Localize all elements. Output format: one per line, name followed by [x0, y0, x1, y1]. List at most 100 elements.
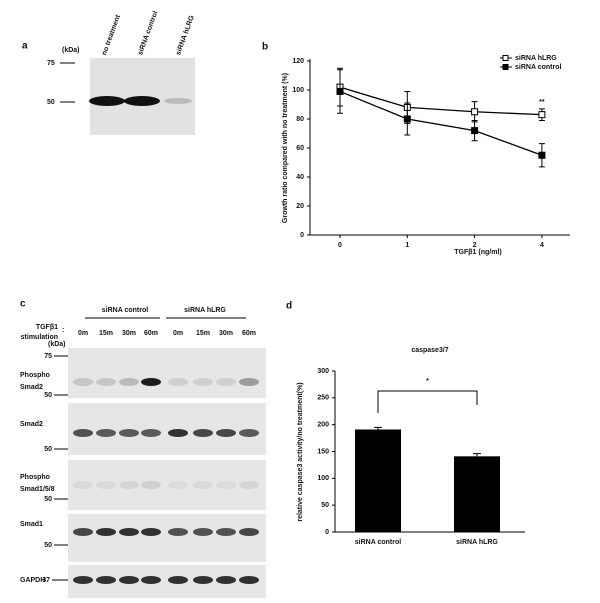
band: [216, 576, 236, 584]
marker-label: 75: [44, 353, 52, 360]
band: [168, 576, 188, 584]
row-label: Phospho: [20, 372, 50, 379]
marker-label: 37: [42, 577, 50, 584]
chart-title: caspase3/7: [411, 347, 448, 354]
y-axis-label: Growth ratio compared with no treatment …: [282, 73, 289, 223]
blot: [68, 348, 266, 398]
row-label: Smad2: [20, 421, 43, 428]
band: [239, 378, 259, 386]
time-label: 30m: [122, 330, 136, 337]
band: [73, 528, 93, 536]
band: [119, 528, 139, 536]
lane-label: siRNA control: [137, 10, 159, 56]
error-bar: [473, 453, 481, 457]
band: [96, 481, 116, 489]
significance-bracket: [377, 390, 478, 413]
band: [141, 429, 161, 437]
time-label: 0m: [173, 330, 183, 337]
series-line: [339, 90, 543, 156]
unit-label: (kDa): [62, 47, 80, 54]
legend-marker: [502, 55, 509, 61]
unit-label: (kDa): [48, 341, 66, 348]
band: [141, 378, 161, 386]
time-label: 15m: [196, 330, 210, 337]
row-label: Smad1: [20, 521, 43, 528]
band: [96, 429, 116, 437]
legend-label: siRNA hLRG: [515, 55, 557, 62]
band: [168, 481, 188, 489]
time-label: 60m: [144, 330, 158, 337]
y-tick-label: 100: [317, 475, 329, 482]
row-label: Smad1/5/8: [20, 486, 55, 493]
y-tick-label: 100: [292, 87, 304, 94]
colon: :: [62, 327, 64, 334]
band: [119, 481, 139, 489]
band: [216, 378, 236, 386]
bar: [454, 456, 500, 532]
marker-label: 50: [44, 542, 52, 549]
blot: [68, 403, 266, 455]
marker-label: 50: [44, 446, 52, 453]
band: [89, 96, 125, 106]
marker-label: 50: [44, 392, 52, 399]
bar: [355, 429, 401, 532]
x-tick-label: 0: [338, 242, 342, 249]
point: [471, 108, 479, 116]
y-tick-label: 40: [296, 174, 304, 181]
x-tick-label: siRNA hLRG: [456, 539, 498, 546]
band: [168, 429, 188, 437]
marker-label: 75: [47, 60, 55, 67]
band: [96, 378, 116, 386]
time-label: 15m: [99, 330, 113, 337]
band: [239, 429, 259, 437]
point: [538, 151, 546, 159]
band: [73, 378, 93, 386]
stim-label: TGFβ1: [36, 324, 58, 331]
band: [96, 528, 116, 536]
band: [141, 528, 161, 536]
y-tick-label: 150: [317, 448, 329, 455]
band: [141, 576, 161, 584]
y-tick-label: 20: [296, 203, 304, 210]
band: [193, 429, 213, 437]
series-line: [339, 86, 542, 116]
lane-label: no treatment: [101, 13, 122, 56]
stim-label: stimulation: [21, 334, 58, 341]
y-tick-label: 0: [300, 232, 304, 239]
row-label: Phospho: [20, 474, 50, 481]
legend-label: siRNA control: [515, 64, 561, 71]
band: [73, 576, 93, 584]
annotation: **: [539, 99, 545, 106]
point: [471, 127, 479, 135]
band: [193, 528, 213, 536]
point: [403, 115, 411, 123]
band: [193, 378, 213, 386]
group-label: siRNA hLRG: [184, 307, 226, 314]
row-label: GAPDH: [20, 577, 45, 584]
band: [164, 98, 192, 104]
band: [216, 481, 236, 489]
x-tick-label: siRNA control: [355, 539, 401, 546]
y-tick-label: 200: [317, 422, 329, 429]
panel-label: b: [262, 42, 268, 53]
band: [239, 481, 259, 489]
band: [168, 378, 188, 386]
band: [73, 429, 93, 437]
band: [141, 481, 161, 489]
band: [239, 576, 259, 584]
time-label: 0m: [78, 330, 88, 337]
panel-label: a: [22, 41, 28, 52]
point: [336, 87, 344, 95]
y-tick-label: 0: [325, 529, 329, 536]
panel-label: d: [286, 301, 292, 312]
band: [216, 528, 236, 536]
x-tick-label: 2: [473, 242, 477, 249]
band: [193, 481, 213, 489]
x-axis-label: TGFβ1 (ng/ml): [454, 249, 501, 256]
error-bar: [374, 426, 382, 430]
x-tick-label: 4: [540, 242, 544, 249]
panel-label: c: [20, 299, 26, 310]
band: [119, 576, 139, 584]
time-label: 60m: [242, 330, 256, 337]
point: [538, 111, 546, 119]
